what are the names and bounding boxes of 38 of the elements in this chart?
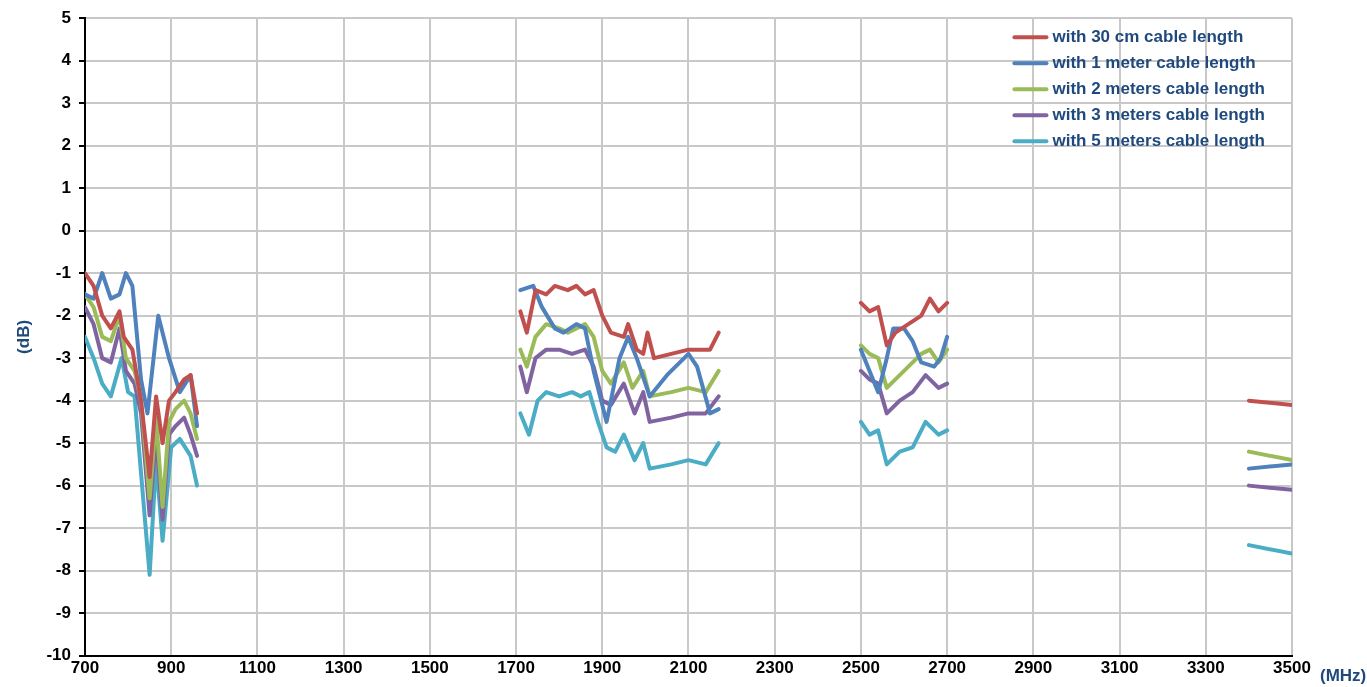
legend-label: with 5 meters cable length bbox=[1051, 130, 1265, 150]
legend-label: with 2 meters cable length bbox=[1051, 78, 1265, 98]
x-tick-label: 2100 bbox=[669, 658, 708, 678]
y-tick-label: 2 bbox=[61, 135, 71, 155]
y-tick-label: -5 bbox=[55, 432, 71, 452]
x-tick-label: 1900 bbox=[583, 658, 622, 678]
x-tick-label: 1700 bbox=[497, 658, 535, 678]
y-tick-label: 3 bbox=[61, 92, 71, 112]
legend-label: with 30 cm cable length bbox=[1051, 26, 1244, 46]
legend-label: with 3 meters cable length bbox=[1051, 104, 1265, 124]
y-axis-title: (dB) bbox=[13, 319, 33, 354]
y-tick-label: 0 bbox=[61, 220, 71, 240]
x-tick-label: 900 bbox=[157, 658, 186, 678]
x-tick-label: 2900 bbox=[1014, 658, 1053, 678]
y-tick-label: 5 bbox=[61, 7, 71, 27]
x-axis-title: (MHz) bbox=[1320, 666, 1367, 686]
x-tick-label: 700 bbox=[70, 658, 100, 678]
x-tick-label: 3100 bbox=[1100, 658, 1139, 678]
x-tick-label: 1100 bbox=[238, 658, 276, 678]
y-tick-label: -3 bbox=[55, 347, 71, 367]
x-tick-label: 3500 bbox=[1273, 658, 1311, 678]
x-tick-label: 1500 bbox=[410, 658, 449, 678]
y-tick-label: -6 bbox=[55, 475, 71, 495]
y-tick-label: -7 bbox=[55, 517, 71, 537]
x-tick-label: 1300 bbox=[324, 658, 363, 678]
y-tick-label: -1 bbox=[55, 262, 71, 282]
legend-label: with 1 meter cable length bbox=[1051, 52, 1256, 72]
y-tick-label: -4 bbox=[55, 390, 72, 410]
x-tick-label: 2700 bbox=[928, 658, 967, 678]
y-tick-label: 4 bbox=[61, 50, 72, 70]
x-tick-label: 3300 bbox=[1186, 658, 1225, 678]
y-tick-label: 1 bbox=[61, 177, 71, 197]
y-tick-label: -8 bbox=[55, 560, 71, 580]
x-tick-label: 2500 bbox=[842, 658, 880, 678]
y-tick-label: -9 bbox=[55, 602, 71, 622]
x-tick-label: 2300 bbox=[755, 658, 794, 678]
y-tick-label: -10 bbox=[46, 645, 71, 665]
y-tick-label: -2 bbox=[55, 305, 71, 325]
